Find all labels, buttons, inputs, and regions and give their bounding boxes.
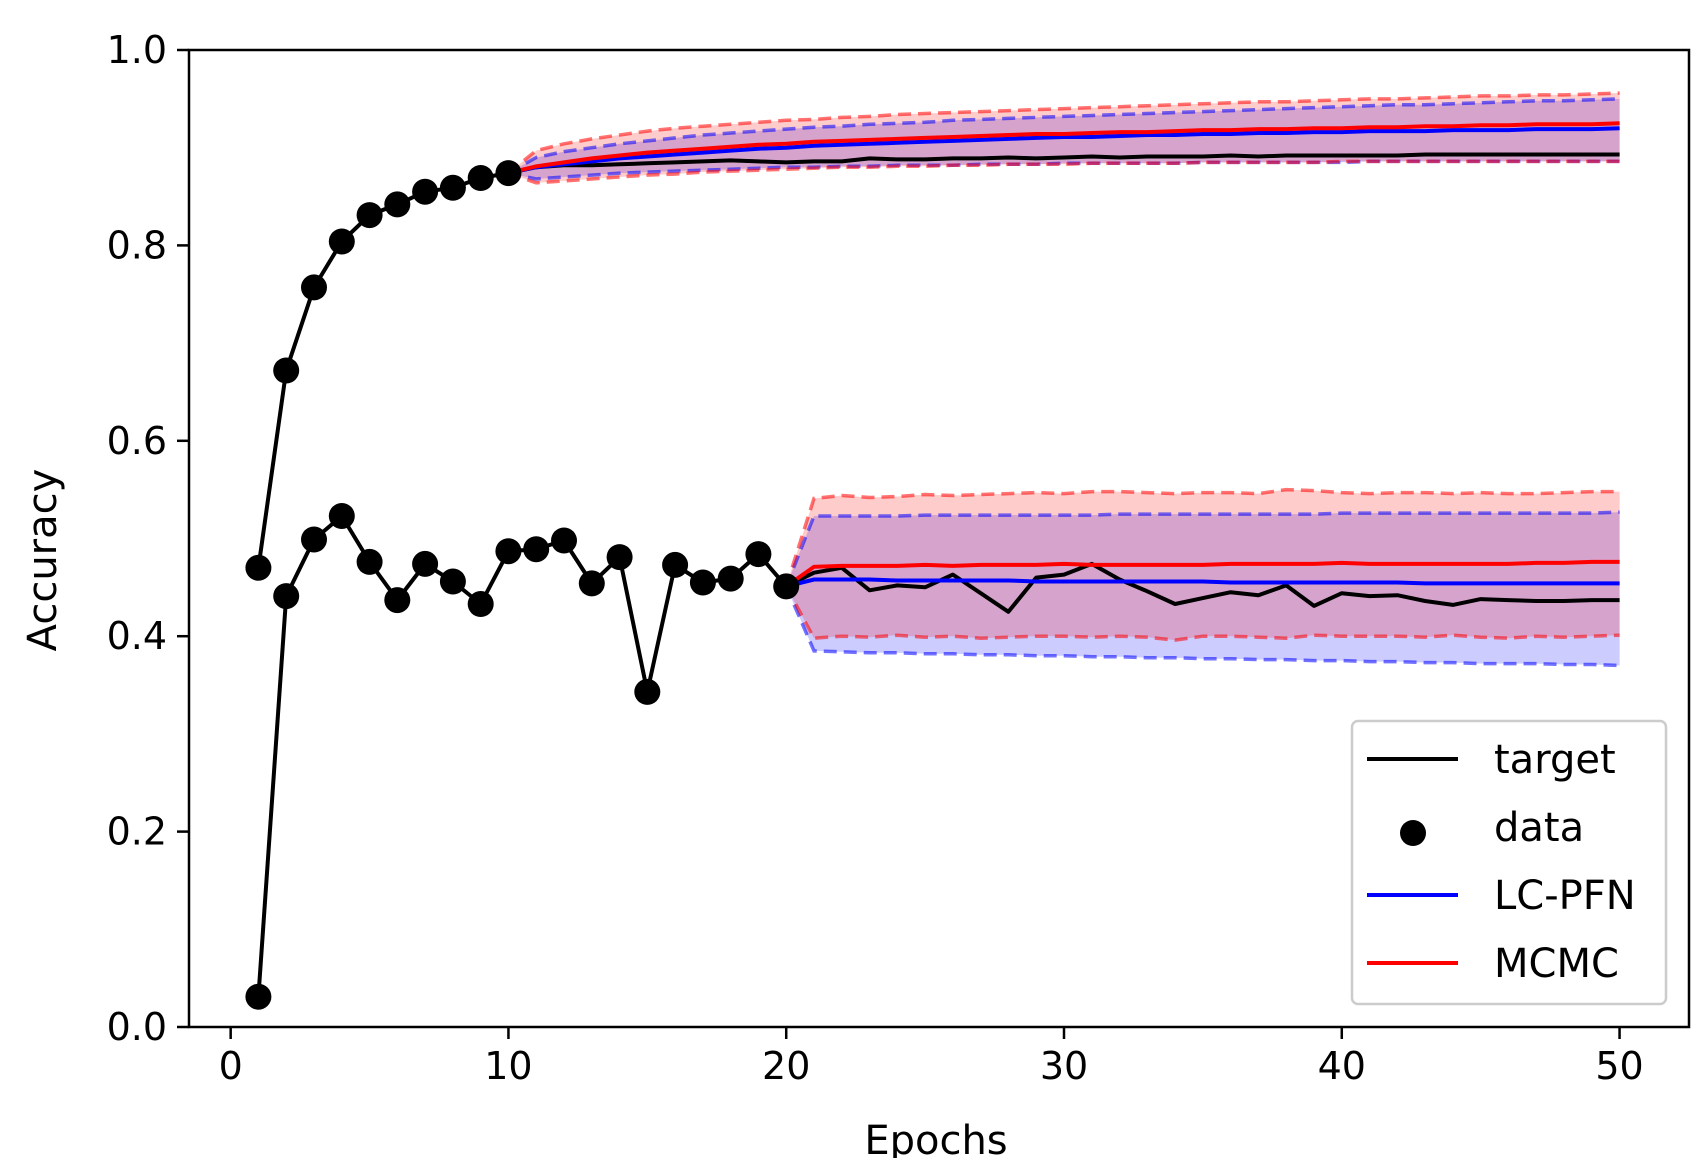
data-point <box>328 228 355 255</box>
data-point <box>328 503 355 529</box>
legend-marker <box>1400 820 1426 846</box>
data-point <box>467 591 494 617</box>
data-point <box>717 565 744 592</box>
data-point <box>245 983 272 1010</box>
data-point <box>745 541 772 568</box>
x-tick-label: 20 <box>762 1044 810 1088</box>
y-tick-label: 0.6 <box>107 419 167 463</box>
data-point <box>384 191 411 218</box>
y-axis-label: Accuracy <box>20 469 66 652</box>
legend-label: target <box>1494 737 1616 783</box>
y-tick-label: 0.0 <box>107 1005 167 1049</box>
legend-item: target <box>1367 737 1616 783</box>
data-point <box>551 527 577 554</box>
lcpfn-lower-line <box>784 585 1620 668</box>
legend-label: data <box>1494 805 1584 851</box>
data-point <box>301 526 327 553</box>
data-point <box>273 583 300 610</box>
axes-frame <box>187 48 1691 1029</box>
data-point <box>384 587 411 614</box>
lcpfn-upper-line <box>507 97 1620 175</box>
data-point <box>662 551 689 578</box>
y-tick-label: 0.8 <box>107 223 167 267</box>
data-point <box>245 554 272 581</box>
data-point <box>273 357 300 384</box>
y-tick-label: 1.0 <box>107 28 167 72</box>
data-point <box>412 550 439 577</box>
mcmc-mean-line <box>507 121 1620 176</box>
lcpfn-band <box>786 512 1620 666</box>
legend-item: data <box>1400 805 1584 851</box>
data-point <box>689 569 716 596</box>
curve-upper <box>245 91 1620 581</box>
data-point <box>301 274 327 301</box>
y-tick-label: 0.2 <box>107 810 167 854</box>
lcpfn-mean-line <box>507 126 1620 176</box>
legend-box <box>1350 719 1668 1006</box>
mcmc-lower-line <box>784 585 1620 642</box>
legend-label: MCMC <box>1494 941 1619 987</box>
legend-label: LC-PFN <box>1494 873 1636 919</box>
mcmc-lower-line <box>507 159 1620 185</box>
lcpfn-upper-line <box>784 510 1620 588</box>
x-axis-label: Epochs <box>864 1118 1007 1158</box>
legend-item: MCMC <box>1367 941 1619 987</box>
data-point <box>578 570 605 597</box>
data-point <box>523 536 550 563</box>
curve-lower <box>245 487 1620 1010</box>
mcmc-upper-line <box>507 91 1620 175</box>
lcpfn-mean-line <box>785 577 1620 589</box>
x-tick-label: 30 <box>1040 1044 1088 1088</box>
data-point <box>439 568 466 595</box>
y-tick-label: 0.4 <box>107 614 167 658</box>
x-tick-label: 0 <box>219 1044 243 1088</box>
legend: target data LC-PFN MCMC <box>1350 719 1668 1006</box>
plot-area <box>245 91 1620 1010</box>
x-tick-label: 50 <box>1595 1044 1643 1088</box>
data-point <box>495 160 522 187</box>
mcmc-upper-line <box>784 487 1620 587</box>
data-point <box>356 202 383 229</box>
x-tick-label: 40 <box>1318 1044 1366 1088</box>
legend-item: LC-PFN <box>1367 873 1636 919</box>
mcmc-mean-line <box>785 559 1620 589</box>
x-tick-label: 10 <box>484 1044 532 1088</box>
axes: 0 10 20 30 40 50 0.0 0.2 0.4 0.6 0.8 1.0 <box>107 28 1691 1088</box>
data-point <box>467 165 494 191</box>
data-point <box>356 548 383 575</box>
data-point <box>773 573 800 600</box>
data-point <box>412 178 439 205</box>
data-point <box>634 678 661 705</box>
data-point <box>606 544 633 571</box>
data-point <box>495 538 522 565</box>
data-point <box>439 174 466 201</box>
